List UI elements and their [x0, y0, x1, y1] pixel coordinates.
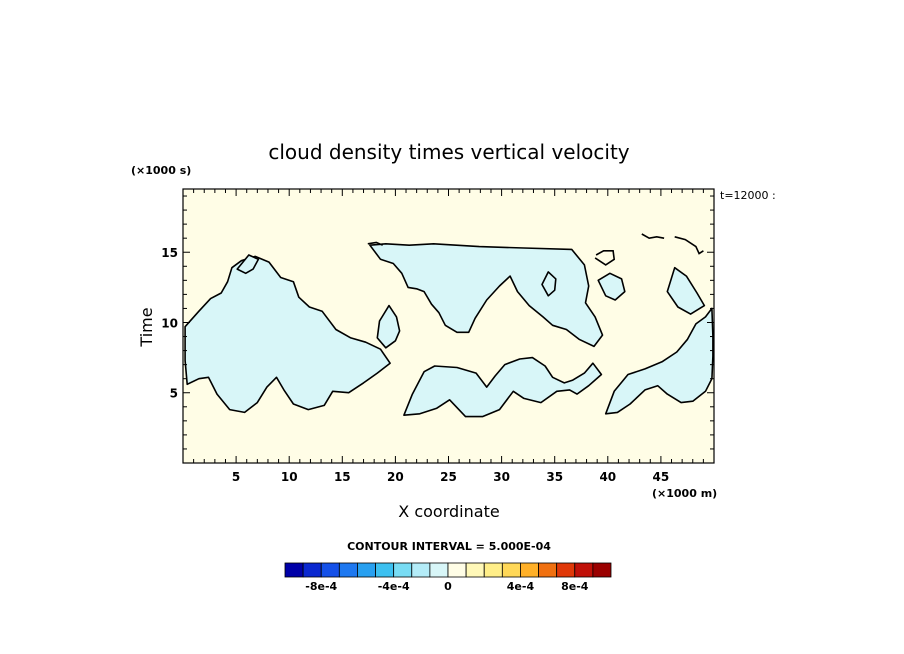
y-tick-label: 5: [170, 387, 178, 401]
contour-line-top-right-contour-1: [641, 233, 665, 240]
x-scale-note: (×1000 m): [652, 487, 717, 500]
legend-swatch: [393, 562, 413, 578]
contour-line-top-left-contour: [367, 241, 384, 246]
legend-swatch: [592, 562, 612, 578]
contour-region-right-region: [604, 307, 714, 415]
legend-swatch: [411, 562, 431, 578]
legend-swatch: [320, 562, 340, 578]
contour-layer: [184, 233, 714, 418]
legend-swatch: [284, 562, 304, 578]
plot-area: 5 10 15 20 25 30 35 40 45 5 10 15: [161, 188, 715, 484]
legend-swatch: [447, 562, 467, 578]
contour-line-upper-cell-contour: [594, 250, 616, 266]
y-tick-label: 15: [161, 246, 178, 260]
legend-label: 8e-4: [561, 580, 589, 593]
legend-label: 4e-4: [507, 580, 535, 593]
legend-swatch: [357, 562, 376, 578]
legend-swatch: [556, 562, 576, 578]
legend-label: 0: [444, 580, 452, 593]
legend-swatch: [483, 562, 503, 578]
contour-region-cell-c: [236, 254, 260, 275]
legend-swatch: [501, 562, 521, 578]
legend-label: -8e-4: [305, 580, 337, 593]
legend-swatch: [338, 562, 358, 578]
x-tick-label: 40: [599, 470, 616, 484]
legend-swatch: [538, 562, 558, 578]
contour-region-center-top: [369, 243, 604, 348]
contour-region-middle-band: [376, 304, 401, 349]
legend-swatch: [429, 562, 449, 578]
y-axis-label: Time: [137, 307, 156, 347]
x-tick-label: 5: [232, 470, 240, 484]
x-tick-label: 20: [387, 470, 404, 484]
x-tick-label: 30: [493, 470, 510, 484]
legend-swatch: [375, 562, 395, 578]
legend-swatch: [574, 562, 594, 578]
legend-swatch: [302, 562, 322, 578]
contour-region-right-upper: [666, 266, 706, 315]
y-scale-note: (×1000 s): [131, 164, 191, 177]
x-axis-label: X coordinate: [398, 502, 499, 521]
contour-region-cell-b: [597, 272, 626, 301]
contour-region-cell-a: [541, 271, 557, 297]
legend-swatch: [465, 562, 485, 578]
contour-region-center-lower: [403, 356, 603, 418]
contour-line-top-right-contour-2: [674, 236, 704, 255]
y-tick-label: 10: [161, 316, 178, 330]
x-tick-label: 15: [334, 470, 351, 484]
chart-title: cloud density times vertical velocity: [268, 140, 629, 164]
color-legend: -8e-4 -4e-4 0 4e-4 8e-4: [284, 562, 612, 593]
legend-label: -4e-4: [378, 580, 410, 593]
x-tick-label: 45: [653, 470, 670, 484]
x-tick-label: 25: [440, 470, 457, 484]
contour-interval-text: CONTOUR INTERVAL = 5.000E-04: [347, 540, 551, 553]
time-label: t=12000 :: [720, 189, 776, 202]
x-tick-label: 35: [546, 470, 563, 484]
x-tick-label: 10: [281, 470, 298, 484]
legend-swatch: [520, 562, 539, 578]
